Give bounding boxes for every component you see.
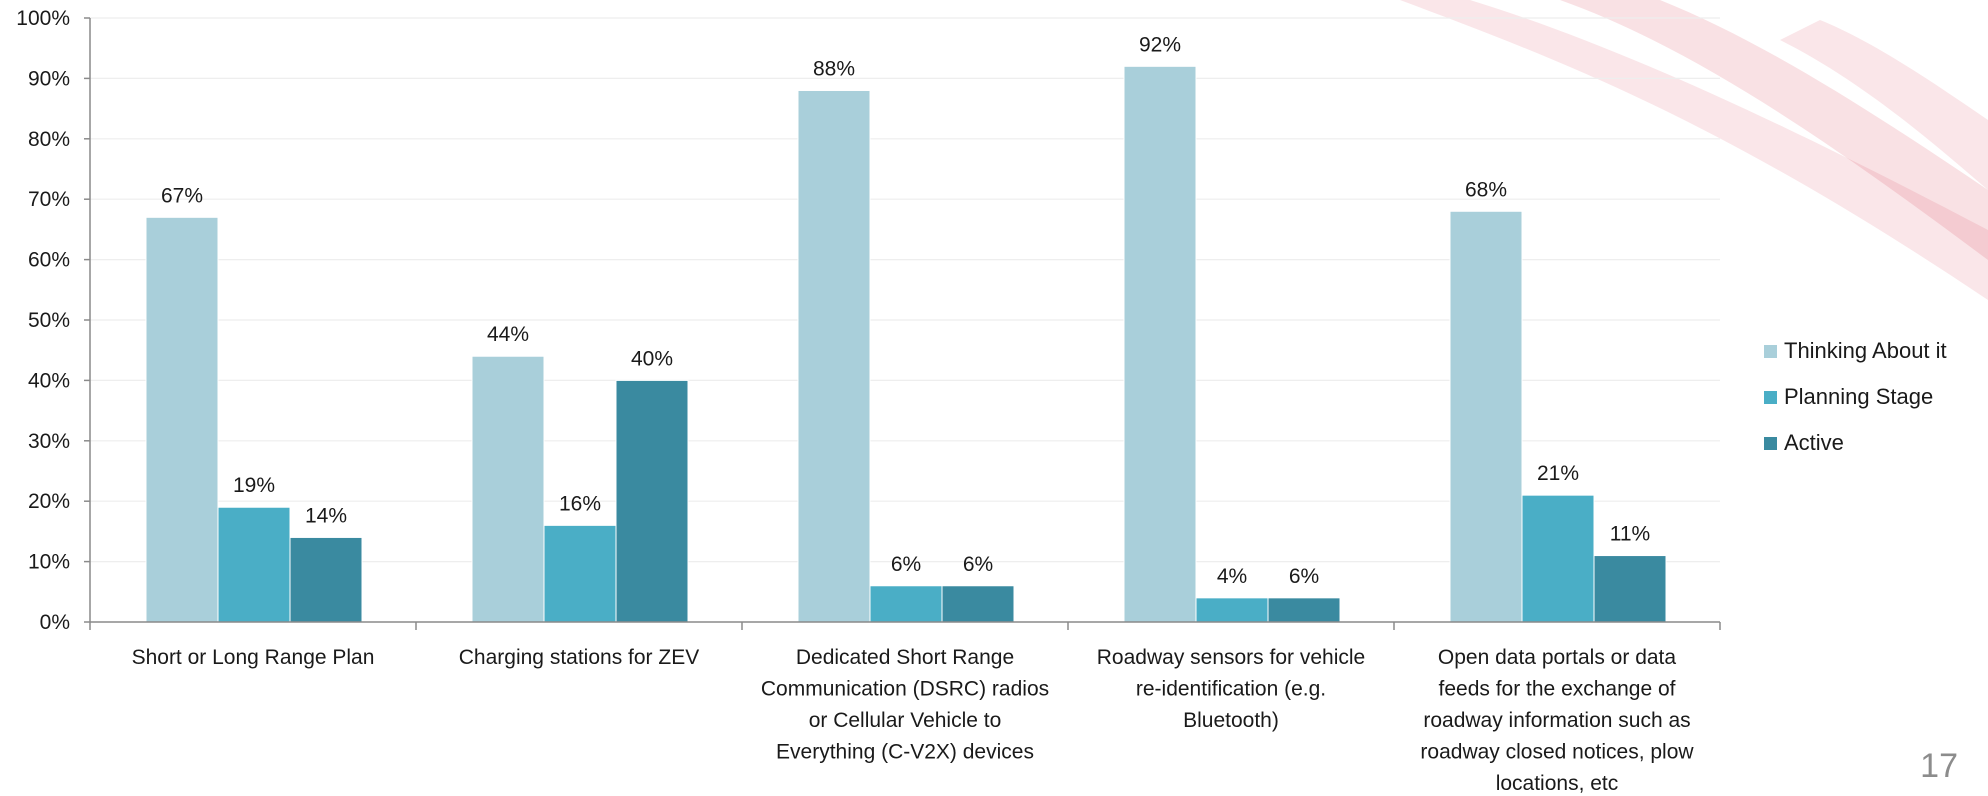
y-axis-tick-labels: 0% 10% 20% 30% 40% 50% 60% 70% 80% 90% 100% <box>16 7 90 634</box>
category-label-line: Roadway sensors for vehicle <box>1097 646 1365 669</box>
data-label: 14% <box>305 504 347 527</box>
data-label: 16% <box>559 492 601 515</box>
category-label-line: Bluetooth) <box>1183 709 1279 732</box>
category-label-line: Open data portals or data <box>1438 646 1676 669</box>
bar <box>1449 210 1523 623</box>
category-label-line: or Cellular Vehicle to <box>809 709 1002 732</box>
category-label: Roadway sensors for vehicle re-identifica… <box>1097 646 1365 732</box>
legend-swatch <box>1764 437 1777 450</box>
y-tick-label: 20% <box>28 490 70 513</box>
data-label: 44% <box>487 323 529 346</box>
legend-swatch <box>1764 345 1777 358</box>
data-label: 92% <box>1139 33 1181 56</box>
y-tick-label: 90% <box>28 67 70 90</box>
background-swoosh-decoration <box>1400 0 1988 300</box>
gridlines <box>90 17 1720 563</box>
data-label: 4% <box>1217 565 1247 588</box>
bar <box>145 216 219 623</box>
category-label-line: Charging stations for ZEV <box>459 646 699 669</box>
category-label: Open data portals or data feeds for the e… <box>1420 646 1694 795</box>
page-number: 17 <box>1920 747 1958 785</box>
bar <box>941 585 1015 623</box>
category-labels: Short or Long Range Plan Charging station… <box>132 646 1695 795</box>
bar <box>797 89 871 623</box>
legend: Thinking About it Planning Stage Active <box>1764 338 1947 455</box>
data-label: 40% <box>631 347 673 370</box>
data-label: 67% <box>161 184 203 207</box>
axes <box>89 18 1721 630</box>
data-label: 19% <box>233 474 275 497</box>
bar <box>1267 597 1341 623</box>
y-tick-label: 0% <box>40 611 70 634</box>
data-label: 88% <box>813 57 855 80</box>
y-tick-label: 40% <box>28 369 70 392</box>
category-label-line: roadway information such as <box>1423 709 1690 732</box>
data-label: 68% <box>1465 178 1507 201</box>
category-label-line: Short or Long Range Plan <box>132 646 375 669</box>
bar <box>1521 494 1595 623</box>
bar <box>217 506 291 623</box>
category-label-line: feeds for the exchange of <box>1439 678 1676 701</box>
y-tick-label: 50% <box>28 309 70 332</box>
bar <box>1195 597 1269 623</box>
bar <box>615 379 689 623</box>
data-label: 6% <box>963 553 993 576</box>
category-label-line: Dedicated Short Range <box>796 646 1014 669</box>
legend-label: Thinking About it <box>1784 338 1947 363</box>
legend-label: Active <box>1784 430 1844 455</box>
bar <box>289 536 363 623</box>
data-label: 6% <box>1289 565 1319 588</box>
y-tick-label: 100% <box>16 7 70 30</box>
category-label: Short or Long Range Plan <box>132 646 375 669</box>
bar <box>471 355 545 623</box>
category-label-line: Everything (C-V2X) devices <box>776 741 1034 764</box>
y-tick-label: 80% <box>28 128 70 151</box>
y-tick-label: 10% <box>28 551 70 574</box>
category-label-line: Communication (DSRC) radios <box>761 678 1049 701</box>
data-labels: 67% 44% 88% 92% 68% 19% 16% 6% 4% 21% 14% 40% 6% 6% 11… <box>161 33 1650 588</box>
category-label-line: roadway closed notices, plow <box>1420 741 1694 764</box>
bar <box>543 524 617 623</box>
bar-series <box>145 65 1667 623</box>
swoosh-shape <box>1780 20 1988 190</box>
category-label-line: locations, etc <box>1496 772 1619 795</box>
legend-swatch <box>1764 391 1777 404</box>
y-tick-label: 70% <box>28 188 70 211</box>
category-label: Charging stations for ZEV <box>459 646 699 669</box>
y-tick-label: 30% <box>28 430 70 453</box>
bar <box>869 585 943 623</box>
data-label: 21% <box>1537 462 1579 485</box>
bar <box>1593 555 1667 623</box>
legend-label: Planning Stage <box>1784 384 1933 409</box>
category-label: Dedicated Short Range Communication (DSRC… <box>761 646 1049 764</box>
category-label-line: re-identification (e.g. <box>1136 678 1326 701</box>
y-tick-label: 60% <box>28 249 70 272</box>
data-label: 11% <box>1610 523 1650 546</box>
data-label: 6% <box>891 553 921 576</box>
bar <box>1123 65 1197 623</box>
